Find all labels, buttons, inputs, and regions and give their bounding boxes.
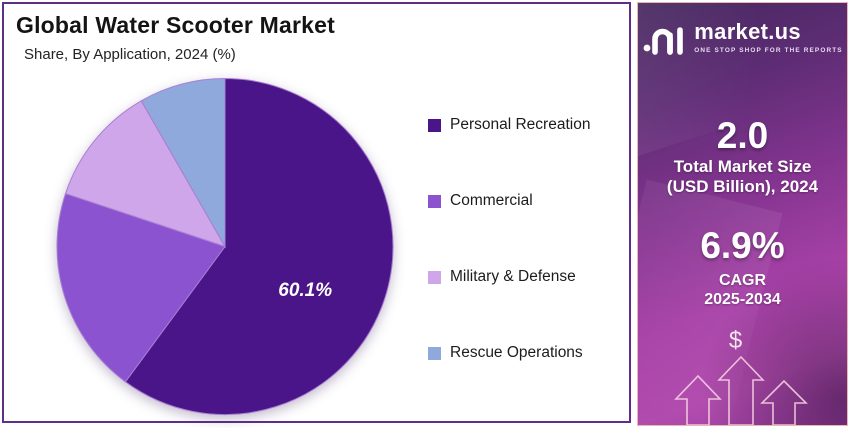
pie-slice-personal-recreation xyxy=(124,77,394,415)
brand-name: market.us xyxy=(694,19,801,44)
legend-item-military-defense: Military & Defense xyxy=(428,268,590,286)
brand-logo: market.us ONE STOP SHOP FOR THE REPORTS xyxy=(638,19,847,61)
pie-chart-svg: 60.1% xyxy=(56,77,394,415)
stat-market-size-label-line2: (USD Billion), 2024 xyxy=(666,177,819,196)
stat-market-size-value: 2.0 xyxy=(716,115,769,156)
stat-cagr-label-line2: 2025-2034 xyxy=(704,291,781,308)
pie-chart: 60.1% xyxy=(35,74,415,419)
pie-slice-military-defense xyxy=(64,100,227,248)
legend-swatch-icon xyxy=(428,270,441,284)
stat-cagr-value: 6.9% xyxy=(700,225,785,266)
legend-swatch-icon xyxy=(428,118,441,132)
stat-cagr-label: CAGR 2025-2034 xyxy=(638,271,847,309)
stat-cagr-label-line1: CAGR xyxy=(718,272,767,289)
legend-item-personal-recreation: Personal Recreation xyxy=(428,116,590,134)
brand-tagline: ONE STOP SHOP FOR THE REPORTS xyxy=(694,47,843,54)
legend-item-commercial: Commercial xyxy=(428,192,590,210)
legend-label: Military & Defense xyxy=(450,268,576,285)
chart-panel: Global Water Scooter Market Share, By Ap… xyxy=(2,2,631,423)
legend-item-rescue-operations: Rescue Operations xyxy=(428,344,590,362)
page-title: Global Water Scooter Market xyxy=(16,12,335,38)
brand-sidebar: market.us ONE STOP SHOP FOR THE REPORTS … xyxy=(637,2,848,426)
pie-data-label: 60.1% xyxy=(278,280,332,301)
marketus-logo-icon xyxy=(643,27,684,55)
dollar-icon: $ xyxy=(728,327,743,354)
legend: Personal Recreation Commercial Military & … xyxy=(428,116,590,362)
legend-label: Rescue Operations xyxy=(450,344,583,361)
legend-label: Commercial xyxy=(450,192,533,209)
pie-slice-commercial xyxy=(56,192,226,383)
growth-arrows-icon xyxy=(674,355,808,425)
legend-label: Personal Recreation xyxy=(450,116,591,133)
stat-market-size-label: Total Market Size (USD Billion), 2024 xyxy=(638,157,847,197)
pie-slice-rescue-operations xyxy=(140,77,226,249)
legend-swatch-icon xyxy=(428,346,441,360)
legend-swatch-icon xyxy=(428,194,441,208)
page-subtitle: Share, By Application, 2024 (%) xyxy=(24,46,236,63)
stat-market-size-label-line1: Total Market Size xyxy=(673,157,812,176)
